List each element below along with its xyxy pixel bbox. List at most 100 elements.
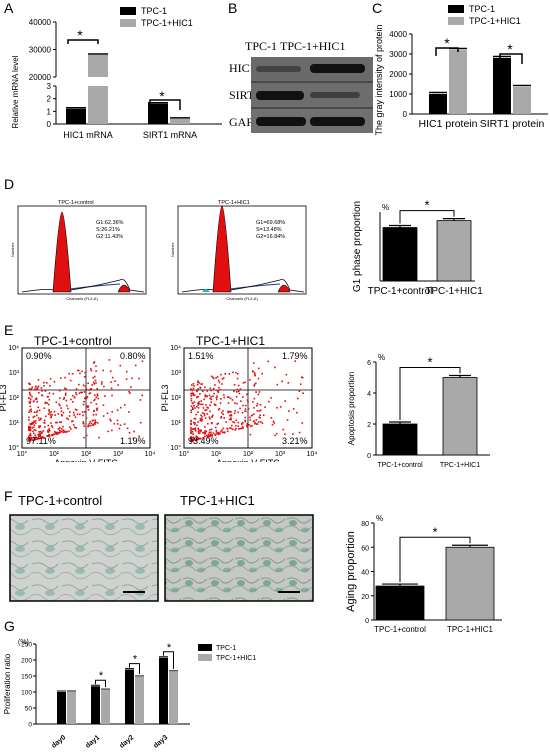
flow-e-right-event <box>242 396 244 398</box>
flow-e-right-event <box>199 393 201 395</box>
flow-e-right-event <box>234 429 237 431</box>
flow-e-left-event <box>75 427 78 429</box>
flow-e-left-event <box>29 432 32 435</box>
flow-e-right-event <box>235 395 238 398</box>
flow-e-left-event <box>31 427 34 429</box>
flow-e-left-event <box>67 407 69 410</box>
g-ytick-label: 50 <box>25 706 33 713</box>
flow-e-left-event <box>42 430 45 432</box>
flow-e-right-event <box>219 388 221 391</box>
flow-e-right-event <box>272 420 275 423</box>
flow-e-left-event <box>58 421 61 424</box>
flow-e-left-event <box>58 389 61 392</box>
flow-e-right-event <box>190 409 193 412</box>
flow-e-right-event <box>212 387 215 390</box>
a-legend-swatch <box>120 19 136 27</box>
flow-e-right-event <box>220 416 223 418</box>
a-sig-star: * <box>77 27 83 43</box>
flow-e-right-event <box>193 394 196 396</box>
flow-e-right-event <box>256 404 258 407</box>
flow-e-left-event <box>33 411 36 414</box>
a-category-label: HIC1 mRNA <box>63 130 113 140</box>
chartD-bar <box>436 220 472 282</box>
flow-e-right-event <box>255 419 258 421</box>
flow-e-right-event <box>285 373 288 376</box>
flow-e-left-event <box>49 377 52 380</box>
flow-e-left-event <box>118 427 121 430</box>
flow-e-right-event <box>298 431 301 434</box>
flow-e-left-event <box>50 416 52 419</box>
flow-e-right-event <box>224 373 226 375</box>
flow-e-left-event <box>35 398 38 401</box>
chart-c: The gray intensity of protein 0 1000 2000 30… <box>374 4 548 136</box>
flow-e-right-event <box>196 383 199 386</box>
flow-e-left-event <box>47 403 50 406</box>
flow-e-left-event <box>29 402 31 405</box>
flow-e-right-event <box>216 395 218 398</box>
c-ytick-label: 0 <box>403 110 408 119</box>
a-legend-label: TPC-1 <box>141 6 167 16</box>
flow-e-right-event <box>199 430 202 432</box>
flow-e-left-event <box>48 410 50 412</box>
flow-e-right-event <box>201 383 203 385</box>
flow-e-left-event <box>41 390 43 392</box>
flow-e-right-event <box>214 433 217 436</box>
flow-e-left-event <box>41 435 44 438</box>
flow-e-left-event <box>58 432 61 434</box>
flow-e-right-event <box>258 410 261 412</box>
flow-e-left-event <box>36 388 38 390</box>
flow-e-right-event <box>196 438 198 441</box>
flow-e-right-event <box>217 408 220 411</box>
flow-e-right-event <box>198 403 200 405</box>
flow-e-right-event <box>252 370 254 373</box>
flow-e-left-event <box>53 380 56 383</box>
flow-e-left-event <box>92 376 94 379</box>
flow-e-right-event <box>194 427 197 430</box>
flow-e-right-event <box>211 416 213 418</box>
flow-e-right-event <box>196 424 198 427</box>
flow-e-left-event <box>29 383 31 386</box>
flow-e-left-event <box>96 393 99 396</box>
flow-e-right-event <box>209 404 211 407</box>
chartE-ytick-label: 6 <box>367 360 371 367</box>
g-legend-swatch <box>198 644 212 651</box>
flow-e-left-event <box>35 397 38 400</box>
g-bar <box>57 692 66 724</box>
flow-e-left-event <box>75 388 78 390</box>
flow-e-right-event <box>212 376 214 379</box>
flow-e-left-event <box>37 436 40 439</box>
panel-letter-b: B <box>228 0 238 16</box>
flow-e-right-event <box>191 384 193 386</box>
flow-e-right-event <box>222 377 225 379</box>
flow-e-right-event <box>220 430 222 433</box>
flow-e-right-event <box>206 406 208 409</box>
chartE-ytick-label: 2 <box>367 422 371 429</box>
chart-d: G1 phase proportion % TPC-1+controlTPC-1+H… <box>352 198 483 297</box>
g-bar <box>159 657 168 724</box>
flow-e-left-event <box>102 369 104 372</box>
flow-e-right-event <box>197 380 199 383</box>
c-bar <box>493 58 511 114</box>
flow-e-right-event <box>227 411 230 414</box>
flow-e-right-event <box>196 395 199 398</box>
flow-e-right-event <box>253 372 256 374</box>
g-sig-bracket <box>163 651 174 669</box>
flow-e-left-event <box>36 410 39 412</box>
flow-d-right-ylabel: Number <box>170 242 175 257</box>
flow-e-left-event <box>60 410 63 412</box>
flow-e-left-event <box>34 398 37 400</box>
flow-e-left-event <box>95 403 98 405</box>
flow-e-left-event <box>44 402 47 404</box>
flow-e-right-event <box>230 418 232 421</box>
a-sig-bracket <box>67 39 99 44</box>
flow-e-right-event <box>199 432 201 434</box>
g-category-label: day3 <box>153 734 170 750</box>
chartF-ytick-label: 60 <box>361 545 369 552</box>
a-ytick-label: 0 <box>47 120 52 129</box>
flow-e-right-event <box>282 428 285 431</box>
flow-e-right-event <box>253 383 256 386</box>
flow-e-left-event <box>36 414 38 417</box>
flow-e-right-event <box>210 422 213 425</box>
chartE-sig-bracket <box>399 367 461 420</box>
flow-e-right-event <box>274 366 276 369</box>
